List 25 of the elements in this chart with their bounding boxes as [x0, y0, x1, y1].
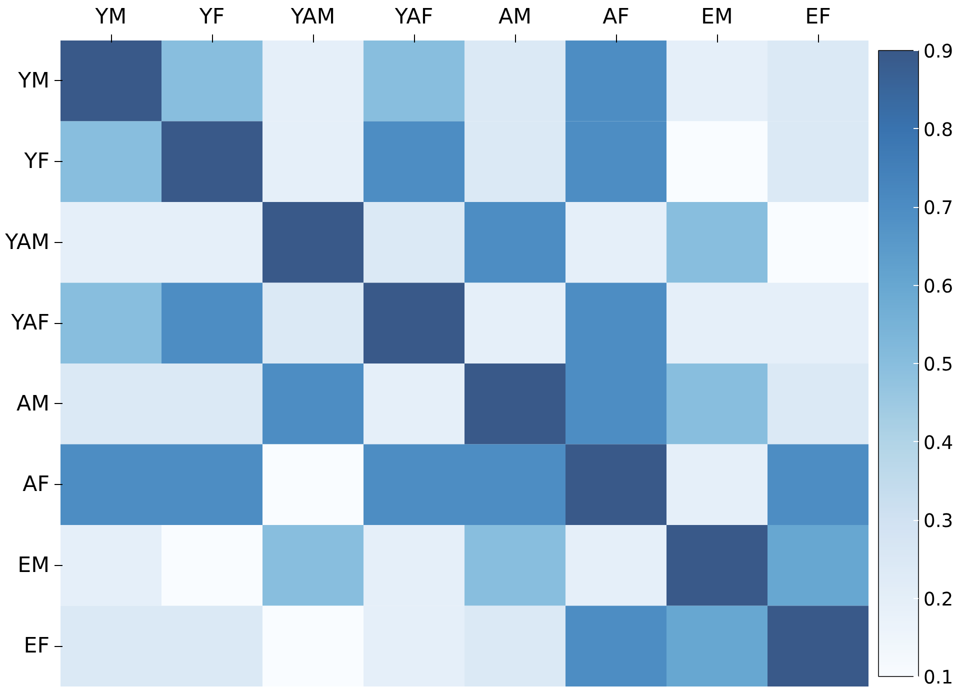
color-bar-label: 0.5 [924, 354, 954, 376]
x-tick-label: YAM [290, 4, 336, 30]
y-tick-label: YF [23, 149, 50, 174]
y-tick-label: AF [22, 472, 50, 498]
x-tick-label: YF [198, 4, 225, 30]
color-bar-label: 0.8 [924, 120, 954, 141]
color-bar-label: 0.1 [924, 668, 954, 688]
x-tick-label: YM [94, 4, 127, 30]
x-tick-label: AF [602, 4, 630, 30]
y-tick-label: AM [16, 391, 50, 416]
color-bar-label: 0.2 [924, 589, 954, 610]
y-tick-label: YAM [4, 230, 50, 255]
y-tick-label: EM [18, 552, 50, 578]
x-tick-label: EM [701, 4, 733, 30]
x-tick-label: YAF [394, 4, 434, 30]
color-bar-label: 0.6 [924, 276, 954, 298]
x-tick-label: EF [805, 4, 831, 30]
x-tick-label: AM [498, 4, 532, 30]
color-bar-label: 0.7 [924, 198, 954, 219]
y-tick-label: YAF [10, 310, 50, 336]
color-bar-label: 0.3 [924, 511, 954, 532]
y-tick-label: YM [17, 68, 50, 94]
y-tick-label: EF [24, 634, 50, 659]
color-bar-label: 0.4 [924, 432, 954, 454]
color-bar-label: 0.9 [924, 42, 954, 62]
